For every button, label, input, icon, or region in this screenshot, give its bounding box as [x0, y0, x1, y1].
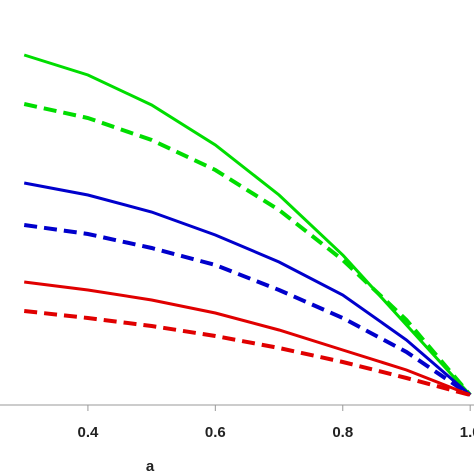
x-tick-label: 0.8: [332, 424, 353, 441]
x-axis-label: a: [146, 458, 155, 474]
x-tick-label: 1.0: [460, 424, 474, 441]
x-tick-label: 0.4: [77, 424, 99, 441]
series-line: [23, 309, 471, 397]
series-line: [23, 223, 472, 397]
series-line: [24, 280, 471, 397]
series-line: [23, 102, 472, 397]
series-line: [23, 181, 472, 397]
x-tick-label: 0.6: [205, 424, 226, 441]
series-line: [23, 53, 472, 397]
